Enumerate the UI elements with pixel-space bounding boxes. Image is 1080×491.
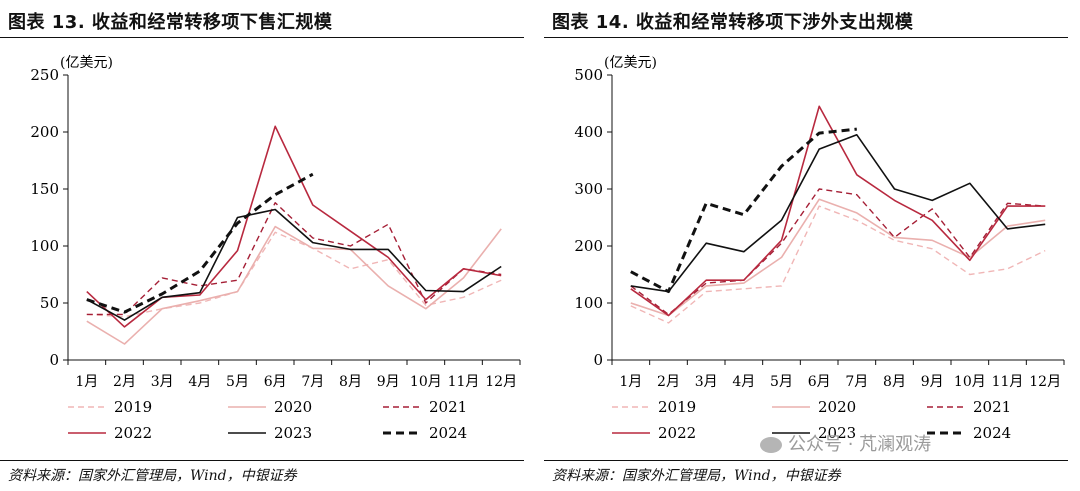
y-tick-label: 0: [49, 351, 59, 369]
y-tick-label: 500: [574, 66, 603, 84]
series-line-2022: [630, 105, 1046, 317]
x-tick-label: 4月: [732, 374, 755, 390]
x-tick-label: 9月: [921, 374, 944, 390]
x-tick-label: 6月: [264, 374, 287, 390]
x-tick-label: 12月: [1029, 374, 1061, 390]
y-tick-label: 100: [574, 294, 603, 312]
series-line-2023: [630, 134, 1046, 293]
y-tick-label: 400: [574, 123, 603, 141]
x-tick-label: 10月: [410, 374, 442, 390]
source-rule: [544, 460, 1068, 461]
series-line-2020: [86, 225, 502, 345]
chart-title: 图表 13. 收益和经常转移项下售汇规模: [8, 12, 333, 33]
x-tick-label: 1月: [619, 374, 642, 390]
x-tick-label: 5月: [226, 374, 249, 390]
legend-label-2020: 2020: [274, 398, 312, 416]
x-tick-label: 3月: [695, 374, 718, 390]
y-tick-label: 50: [40, 294, 59, 312]
x-tick-label: 9月: [377, 374, 400, 390]
legend-label-2021: 2021: [429, 398, 467, 416]
x-tick-label: 5月: [770, 374, 793, 390]
legend-label-2019: 2019: [658, 398, 696, 416]
y-tick-label: 200: [30, 123, 59, 141]
series-line-2024: [86, 172, 314, 314]
legend-label-2022: 2022: [114, 424, 152, 442]
series-line-2019: [630, 205, 1046, 324]
x-tick-label: 1月: [75, 374, 98, 390]
title-rule: [544, 37, 1068, 38]
x-tick-label: 4月: [188, 374, 211, 390]
watermark: 公众号 · 芃澜观涛: [760, 430, 931, 456]
legend-label-2024: 2024: [973, 424, 1011, 442]
x-tick-label: 11月: [448, 374, 480, 390]
legend-label-2022: 2022: [658, 424, 696, 442]
chart-title: 图表 14. 收益和经常转移项下涉外支出规模: [552, 12, 914, 33]
series-line-2022: [86, 125, 502, 328]
title-rule: [0, 37, 524, 38]
chart-13-svg: (亿美元) 0 50 100 150 200 250 1月 2月 3月 4月 5月 6月 7月 8月 9月 10…: [30, 55, 521, 442]
series-line-2021: [86, 202, 502, 316]
series-line-2020: [630, 198, 1046, 317]
legend-label-2020: 2020: [818, 398, 856, 416]
series-line-2024: [630, 127, 857, 294]
y-unit-label: (亿美元): [604, 55, 657, 71]
x-tick-label: 7月: [301, 374, 324, 390]
y-tick-label: 0: [593, 351, 603, 369]
series-line-2021: [630, 188, 1046, 316]
source-note: 资料来源：国家外汇管理局，Wind，中银证券: [8, 468, 297, 484]
x-tick-label: 8月: [883, 374, 906, 390]
legend-label-2021: 2021: [973, 398, 1011, 416]
x-tick-label: 10月: [954, 374, 986, 390]
x-tick-label: 7月: [845, 374, 868, 390]
y-tick-label: 250: [30, 66, 59, 84]
y-tick-label: 300: [574, 180, 603, 198]
series-line-2019: [86, 231, 502, 318]
x-tick-label: 11月: [992, 374, 1024, 390]
legend-label-2023: 2023: [818, 424, 856, 442]
y-tick-label: 200: [574, 237, 603, 255]
x-tick-label: 3月: [151, 374, 174, 390]
chart-panel-left: 图表 13. 收益和经常转移项下售汇规模 (亿美元) 0 50 100 150 200 25…: [0, 0, 530, 491]
source-note: 资料来源：国家外汇管理局，Wind，中银证券: [552, 468, 841, 484]
x-tick-label: 8月: [339, 374, 362, 390]
source-rule: [0, 460, 524, 461]
wechat-icon: [760, 437, 782, 453]
watermark-text: 公众号 · 芃澜观涛: [788, 434, 932, 455]
series-line-2023: [86, 208, 502, 321]
legend-label-2023: 2023: [274, 424, 312, 442]
x-tick-label: 6月: [808, 374, 831, 390]
x-tick-label: 2月: [113, 374, 136, 390]
y-tick-label: 100: [30, 237, 59, 255]
legend-label-2024: 2024: [429, 424, 467, 442]
x-tick-label: 12月: [485, 374, 517, 390]
chart-14-svg: (亿美元) 0 100 200 300 400 500 1月 2月 3月 4月 5月 6月 7月 8月 9月 1…: [574, 55, 1065, 442]
legend-label-2019: 2019: [114, 398, 152, 416]
y-unit-label: (亿美元): [60, 55, 113, 71]
chart-panel-right: 图表 14. 收益和经常转移项下涉外支出规模 (亿美元) 0 100 200 300 40…: [544, 0, 1074, 491]
x-tick-label: 2月: [657, 374, 680, 390]
y-tick-label: 150: [30, 180, 59, 198]
